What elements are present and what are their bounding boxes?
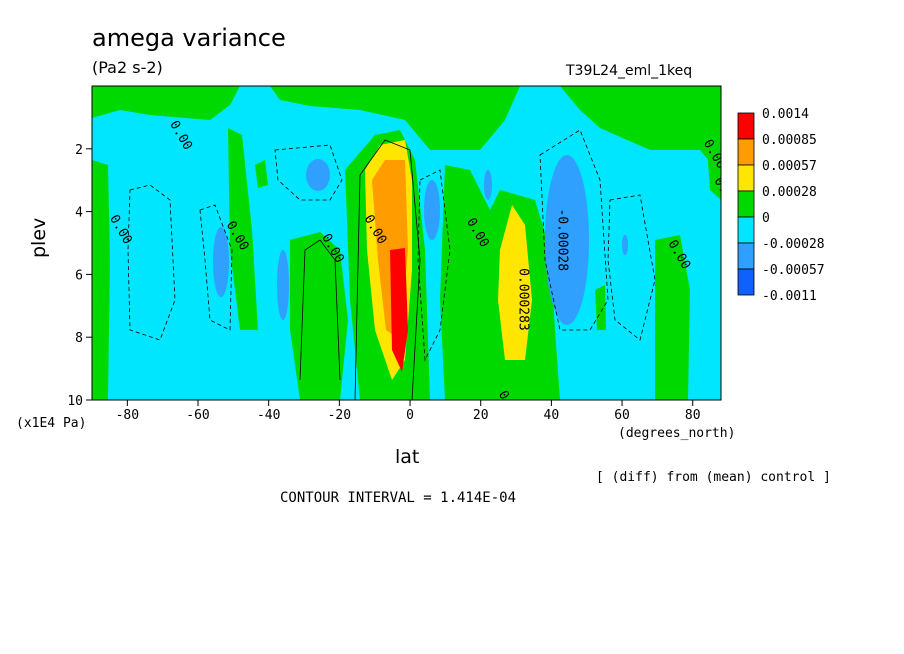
x-tick-label-1: -60 bbox=[186, 408, 209, 423]
positive-contour-1 bbox=[299, 239, 341, 381]
fill-blue-x-32 bbox=[277, 250, 289, 320]
negative-contour-5 bbox=[417, 169, 451, 362]
fill-green-x70 bbox=[655, 235, 690, 400]
y-tick-label-4: 10 bbox=[67, 394, 83, 409]
fill-green-topmid bbox=[270, 86, 520, 150]
x-axis-units: (degrees_north) bbox=[618, 426, 736, 441]
negative-contour-4 bbox=[607, 194, 656, 341]
fill-green-x-25 bbox=[290, 232, 348, 400]
plot-frame bbox=[91, 85, 722, 401]
colorbar-swatch-2 bbox=[737, 164, 755, 192]
fill-green-right-edge bbox=[705, 110, 721, 200]
y-tick-label-3: 8 bbox=[75, 331, 83, 346]
fill-blue-x22 bbox=[484, 170, 492, 200]
fill-blue-x-28 bbox=[306, 159, 330, 191]
colorbar-swatch-5 bbox=[737, 242, 755, 270]
fill-blue-x62 bbox=[622, 235, 628, 255]
x-tick-label-8: 80 bbox=[685, 408, 701, 423]
chart-units: (Pa2 s-2) bbox=[92, 58, 163, 77]
x-tick-label-2: -40 bbox=[257, 408, 280, 423]
fill-green-left bbox=[92, 160, 110, 400]
colorbar-label-4: 0 bbox=[762, 211, 770, 226]
negative-contour-3 bbox=[539, 129, 609, 331]
colorbar-label-0: 0.0014 bbox=[762, 107, 809, 122]
x-tick-label-6: 40 bbox=[544, 408, 560, 423]
colorbar-swatch-1 bbox=[737, 138, 755, 166]
x-tick-label-7: 60 bbox=[614, 408, 630, 423]
colorbar-swatch-0 bbox=[737, 112, 755, 140]
x-tick-label-5: 20 bbox=[473, 408, 489, 423]
fill-green-x-60 bbox=[228, 128, 258, 330]
y-tick-label-0: 2 bbox=[75, 143, 83, 158]
negative-contour-0 bbox=[127, 184, 176, 341]
colorbar-label-2: 0.00057 bbox=[762, 159, 817, 174]
fill-green-x50 bbox=[595, 285, 606, 330]
negative-contour-2 bbox=[274, 144, 343, 201]
contour-fill-group: 0.000.00 0.00 0.000.00 0.000.000283-0.00028… bbox=[92, 86, 721, 423]
colorbar-swatch-4 bbox=[737, 216, 755, 244]
fill-green-topright bbox=[560, 86, 721, 175]
colorbar-swatch-6 bbox=[737, 268, 755, 296]
chart-title: amega variance bbox=[92, 24, 286, 52]
y-tick-label-2: 6 bbox=[75, 268, 83, 283]
fill-blue-x-55 bbox=[213, 227, 229, 297]
x-tick-label-4: 0 bbox=[406, 408, 414, 423]
x-tick-label-0: -80 bbox=[116, 408, 139, 423]
fill-blue-x8 bbox=[424, 180, 440, 240]
positive-contour-0 bbox=[354, 139, 421, 400]
colorbar-label-5: -0.00028 bbox=[762, 237, 825, 252]
run-label: T39L24_eml_1keq bbox=[566, 63, 693, 79]
colorbar-label-6: -0.00057 bbox=[762, 263, 825, 278]
colorbar-label-7: -0.0011 bbox=[762, 289, 817, 304]
x-tick-label-3: -20 bbox=[328, 408, 351, 423]
fill-green-small bbox=[255, 160, 268, 188]
colorbar-label-3: 0.00028 bbox=[762, 185, 817, 200]
contour-label-6: 0.000283 bbox=[516, 268, 531, 331]
y-tick-label-1: 4 bbox=[75, 206, 83, 221]
diff-note: [ (diff) from (mean) control ] bbox=[596, 470, 831, 485]
contour-label-7: -0.00028 bbox=[554, 208, 569, 271]
fill-green-topleft bbox=[92, 86, 240, 120]
negative-contour-1 bbox=[199, 204, 233, 331]
fill-yellow-x30 bbox=[498, 205, 532, 360]
fill-blue-x44 bbox=[545, 155, 589, 325]
colorbar-swatch-3 bbox=[737, 190, 755, 218]
colorbar-label-1: 0.00085 bbox=[762, 133, 817, 148]
x-axis-label: lat bbox=[395, 446, 420, 468]
contour-label-11: 0.00 bbox=[495, 388, 524, 423]
y-axis-units: (x1E4 Pa) bbox=[16, 416, 87, 431]
fill-red-core bbox=[390, 248, 408, 372]
contour-interval: CONTOUR INTERVAL = 1.414E-04 bbox=[280, 490, 517, 506]
